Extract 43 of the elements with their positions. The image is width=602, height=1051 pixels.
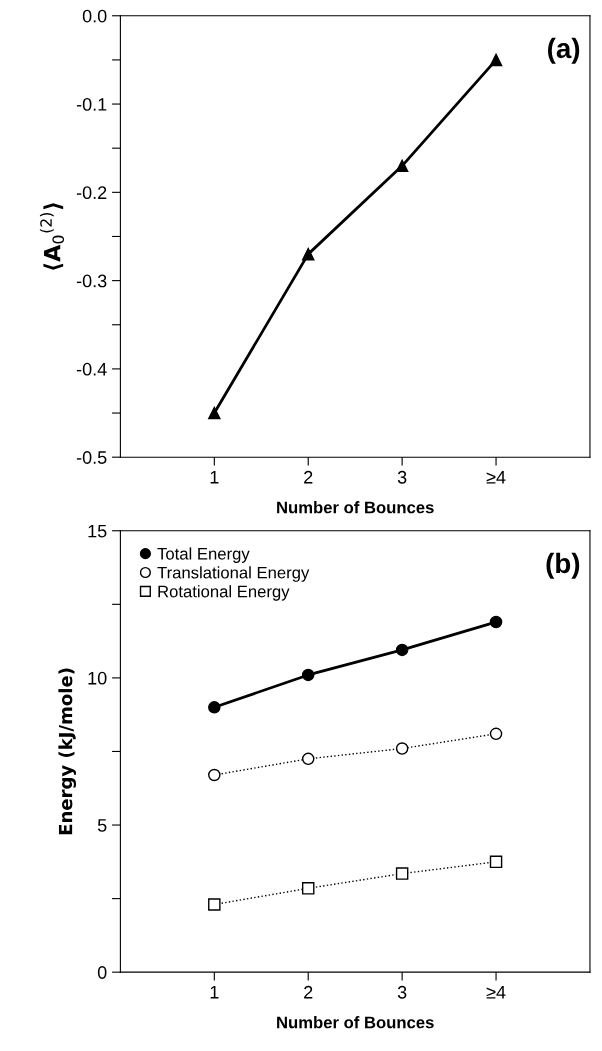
point — [208, 768, 221, 782]
y-tick-label: -0.1 — [76, 97, 107, 111]
point — [208, 898, 221, 911]
annotation: (a) — [548, 37, 580, 64]
point — [489, 855, 503, 869]
y-axis-title: ⟨A$_{0}$$^{(2)}$⟩ — [39, 203, 65, 270]
legend-label: Rotational Energy — [158, 585, 290, 601]
y-tick-label: 10 — [88, 671, 107, 685]
point — [301, 752, 315, 766]
point — [395, 159, 409, 173]
y-tick-label: -0.4 — [76, 362, 107, 376]
x-tick-label: 1 — [210, 471, 219, 484]
x-tick-label: ≥4 — [486, 986, 506, 999]
point — [489, 615, 503, 629]
annotation: (b) — [546, 552, 580, 579]
point — [395, 643, 409, 657]
y-tick-label: 0.0 — [82, 9, 107, 23]
x-tick-label: 3 — [397, 470, 407, 484]
x-tick-label: ≥4 — [486, 471, 506, 484]
y-axis-title: Energy (kJ/mole) — [58, 668, 77, 835]
point — [208, 406, 221, 420]
x-axis-title: Number of Bounces — [277, 501, 434, 514]
point — [395, 867, 409, 880]
y-tick-label: -0.3 — [76, 274, 107, 288]
point — [301, 247, 315, 261]
point — [395, 742, 409, 755]
y-tick-label: 15 — [88, 524, 107, 538]
x-tick-label: 1 — [210, 986, 219, 999]
x-axis-title: Number of Bounces — [277, 1016, 434, 1029]
x-tick-label: 2 — [304, 985, 313, 999]
point — [301, 668, 315, 682]
y-tick-label: 5 — [97, 819, 107, 832]
legend-label: Translational Energy — [157, 566, 310, 582]
point — [489, 53, 503, 67]
y-tick-label: -0.5 — [76, 451, 107, 464]
y-tick-label: 0 — [97, 966, 107, 979]
point — [208, 701, 221, 714]
point — [301, 882, 315, 895]
legend-label: Total Energy — [157, 547, 250, 563]
x-tick-label: 2 — [304, 470, 313, 484]
point — [489, 727, 503, 741]
y-tick-label: -0.2 — [76, 186, 107, 200]
x-tick-label: 3 — [397, 985, 407, 999]
